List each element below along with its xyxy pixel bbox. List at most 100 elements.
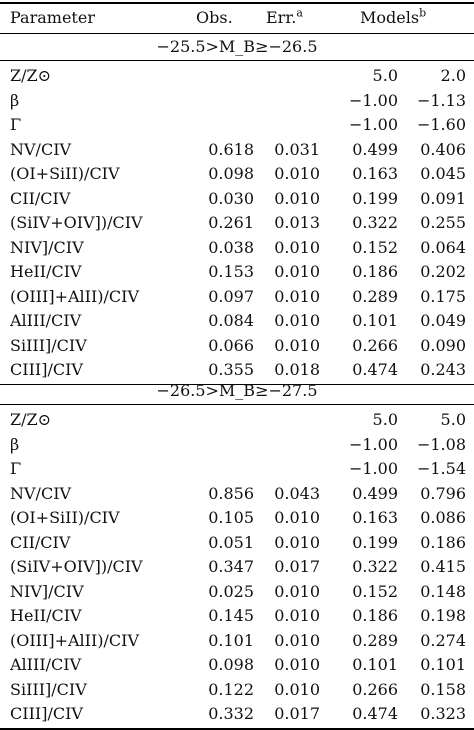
param-cell: CIII]/CIV xyxy=(10,704,83,723)
table-row: SiIII]/CIV 0.122 0.010 0.266 0.158 xyxy=(0,678,474,702)
obs-cell: 0.347 xyxy=(208,557,254,576)
model1-cell: 0.199 xyxy=(352,532,398,552)
model1-cell: 0.163 xyxy=(352,164,398,183)
model2-cell: 0.148 xyxy=(420,581,466,601)
param-cell: (SiIV+OIV])/CIV xyxy=(10,213,143,232)
err-cell: 0.010 xyxy=(274,679,320,699)
table-row: CII/CIV 0.051 0.010 0.199 0.186 xyxy=(0,531,474,555)
err-cell: 0.010 xyxy=(274,532,320,552)
model1-cell: −1.00 xyxy=(348,434,398,454)
param-cell: (OI+SiII)/CIV xyxy=(10,508,120,527)
model1-cell: 0.289 xyxy=(352,286,398,306)
param-cell: AlIII/CIV xyxy=(10,311,82,330)
table-row: Γ −1.00 −1.60 xyxy=(0,113,474,137)
header-models: Modelsb xyxy=(360,6,426,30)
model2-cell: 0.255 xyxy=(420,213,466,232)
model2-cell: 0.175 xyxy=(420,286,466,306)
model2-cell: 0.086 xyxy=(420,508,466,527)
section-end-rule xyxy=(0,383,474,385)
obs-cell: 0.098 xyxy=(208,164,254,183)
header-rule xyxy=(0,33,474,34)
model2-cell: 0.796 xyxy=(420,483,466,503)
top-rule xyxy=(0,2,474,4)
obs-cell: 0.355 xyxy=(208,360,254,379)
obs-cell: 0.153 xyxy=(208,262,254,281)
header-err-sup: a xyxy=(296,6,303,20)
model1-cell: −1.00 xyxy=(348,115,398,134)
model2-cell: 0.323 xyxy=(420,704,466,723)
model2-cell: 0.049 xyxy=(420,311,466,330)
model1-cell: 5.0 xyxy=(372,66,398,85)
table-row: (OIII]+AlII)/CIV 0.101 0.010 0.289 0.274 xyxy=(0,629,474,653)
header-models-label: Models xyxy=(360,8,420,27)
err-cell: 0.043 xyxy=(274,483,320,503)
model1-cell: 0.289 xyxy=(352,630,398,650)
obs-cell: 0.097 xyxy=(208,286,254,306)
model2-cell: −1.08 xyxy=(416,434,466,454)
param-cell: Γ xyxy=(10,115,22,134)
obs-cell: 0.066 xyxy=(208,335,254,355)
obs-cell: 0.038 xyxy=(208,237,254,257)
model2-cell: 0.090 xyxy=(420,335,466,355)
model1-cell: 0.152 xyxy=(352,237,398,257)
table-row: CIII]/CIV 0.332 0.017 0.474 0.323 xyxy=(0,702,474,726)
header-models-sup: b xyxy=(419,6,427,20)
model1-cell: 0.186 xyxy=(352,606,398,625)
model2-cell: 0.064 xyxy=(420,237,466,257)
model2-cell: 0.091 xyxy=(420,188,466,208)
table-row: (SiIV+OIV])/CIV 0.347 0.017 0.322 0.415 xyxy=(0,555,474,579)
table-row: β −1.00 −1.08 xyxy=(0,433,474,457)
param-cell: SiIII]/CIV xyxy=(10,335,87,355)
obs-cell: 0.030 xyxy=(208,188,254,208)
model2-cell: 0.158 xyxy=(420,679,466,699)
param-cell: (OI+SiII)/CIV xyxy=(10,164,120,183)
model2-cell: 0.274 xyxy=(420,630,466,650)
model1-cell: 5.0 xyxy=(372,410,398,429)
table-row: SiIII]/CIV 0.066 0.010 0.266 0.090 xyxy=(0,334,474,358)
param-cell: NIV]/CIV xyxy=(10,581,84,601)
err-cell: 0.031 xyxy=(274,139,320,159)
model1-cell: 0.266 xyxy=(352,335,398,355)
param-cell: HeII/CIV xyxy=(10,606,82,625)
model2-cell: −1.13 xyxy=(416,90,466,110)
model2-cell: 0.198 xyxy=(420,606,466,625)
model2-cell: 0.045 xyxy=(420,164,466,183)
param-cell: Z/Z⊙ xyxy=(10,66,52,85)
obs-cell: 0.101 xyxy=(208,630,254,650)
table-row: HeII/CIV 0.145 0.010 0.186 0.198 xyxy=(0,604,474,628)
err-cell: 0.010 xyxy=(274,606,320,625)
obs-cell: 0.105 xyxy=(208,508,254,527)
model1-cell: 0.474 xyxy=(352,704,398,723)
model2-cell: 5.0 xyxy=(440,410,466,429)
model1-cell: 0.322 xyxy=(352,557,398,576)
model1-cell: 0.101 xyxy=(352,311,398,330)
err-cell: 0.010 xyxy=(274,508,320,527)
table-row: NIV]/CIV 0.025 0.010 0.152 0.148 xyxy=(0,580,474,604)
model1-cell: −1.00 xyxy=(348,90,398,110)
err-cell: 0.018 xyxy=(274,360,320,379)
table-row: AlIII/CIV 0.098 0.010 0.101 0.101 xyxy=(0,653,474,677)
model2-cell: 0.406 xyxy=(420,139,466,159)
table-row: NV/CIV 0.856 0.043 0.499 0.796 xyxy=(0,482,474,506)
table-row: Γ −1.00 −1.54 xyxy=(0,457,474,481)
param-cell: NV/CIV xyxy=(10,139,72,159)
model1-cell: 0.101 xyxy=(352,655,398,674)
param-cell: Γ xyxy=(10,459,22,478)
section-rule xyxy=(0,404,474,405)
table-row: (SiIV+OIV])/CIV 0.261 0.013 0.322 0.255 xyxy=(0,211,474,235)
param-cell: NIV]/CIV xyxy=(10,237,84,257)
model1-cell: 0.474 xyxy=(352,360,398,379)
model1-cell: 0.266 xyxy=(352,679,398,699)
model2-cell: −1.60 xyxy=(416,115,466,134)
model1-cell: −1.00 xyxy=(348,459,398,478)
obs-cell: 0.618 xyxy=(208,139,254,159)
table-row: CIII]/CIV 0.355 0.018 0.474 0.243 xyxy=(0,358,474,382)
model2-cell: 0.415 xyxy=(420,557,466,576)
param-cell: (SiIV+OIV])/CIV xyxy=(10,557,143,576)
table-row: HeII/CIV 0.153 0.010 0.186 0.202 xyxy=(0,260,474,284)
param-cell: HeII/CIV xyxy=(10,262,82,281)
table-row: Z/Z⊙ 5.0 5.0 xyxy=(0,408,474,432)
err-cell: 0.010 xyxy=(274,262,320,281)
err-cell: 0.013 xyxy=(274,213,320,232)
